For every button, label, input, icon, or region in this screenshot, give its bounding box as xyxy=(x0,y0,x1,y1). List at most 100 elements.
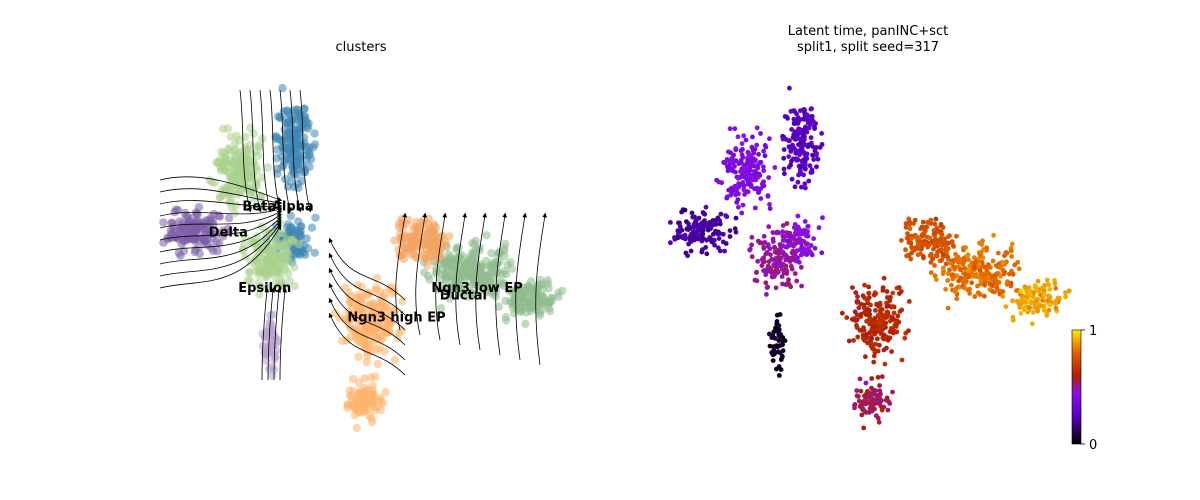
latent-time-point xyxy=(984,245,990,251)
latent-time-point xyxy=(791,225,797,230)
latent-time-panel: Latent time, panINC+sct split1, split se… xyxy=(668,24,1097,453)
latent-time-point xyxy=(869,327,874,333)
latent-time-point xyxy=(1030,294,1036,300)
latent-time-point xyxy=(736,204,741,210)
latent-time-point xyxy=(790,135,796,140)
cell-point xyxy=(354,378,364,388)
latent-time-point xyxy=(762,240,768,245)
latent-time-point xyxy=(873,413,879,419)
latent-time-point xyxy=(816,225,822,231)
latent-time-point xyxy=(1022,284,1028,290)
latent-time-point xyxy=(811,236,816,242)
cell-point xyxy=(526,277,536,286)
cell-point xyxy=(467,288,476,297)
latent-time-point xyxy=(765,242,771,248)
cell-point xyxy=(216,163,226,173)
streamline xyxy=(249,89,262,213)
latent-time-point xyxy=(786,138,792,144)
streamline xyxy=(159,219,282,265)
latent-time-point xyxy=(707,236,713,242)
latent-time-point xyxy=(858,301,864,307)
cell-point xyxy=(471,273,481,282)
latent-time-point xyxy=(882,361,888,367)
cell-point xyxy=(260,255,269,264)
latent-time-point xyxy=(915,242,921,248)
latent-time-point xyxy=(800,116,806,122)
latent-time-point xyxy=(919,232,925,238)
latent-time-point xyxy=(763,280,769,286)
latent-time-point xyxy=(760,259,766,265)
cell-point xyxy=(245,276,255,285)
latent-time-point xyxy=(903,330,909,336)
latent-time-point xyxy=(780,348,786,354)
cell-point xyxy=(544,284,553,293)
latent-time-point xyxy=(899,357,905,363)
cell-point xyxy=(271,346,281,355)
latent-time-point xyxy=(938,222,944,227)
latent-time-point xyxy=(905,231,910,237)
latent-time-point xyxy=(885,407,891,413)
latent-time-point xyxy=(909,244,914,250)
streamline xyxy=(328,237,406,301)
latent-time-point xyxy=(972,294,978,299)
latent-time-point xyxy=(798,108,803,113)
latent-time-point xyxy=(920,219,926,225)
latent-time-point xyxy=(944,253,949,259)
latent-time-point xyxy=(776,255,782,261)
cell-point xyxy=(494,302,504,311)
latent-time-point xyxy=(1046,307,1052,313)
latent-time-point xyxy=(806,178,812,184)
colorbar-min-label: 0 xyxy=(1089,438,1097,453)
latent-time-point xyxy=(1023,300,1029,305)
cell-point xyxy=(429,220,439,229)
latent-time-point xyxy=(858,388,864,394)
streamline xyxy=(239,89,252,213)
cell-point xyxy=(484,274,493,283)
latent-time-point xyxy=(938,242,943,248)
latent-time-point xyxy=(889,329,895,335)
latent-time-point xyxy=(932,263,937,268)
latent-time-point xyxy=(1000,294,1006,299)
cell-point xyxy=(246,123,255,132)
latent-time-point xyxy=(803,185,808,191)
cell-point xyxy=(271,231,280,241)
cell-point xyxy=(463,263,472,272)
latent-time-point xyxy=(691,225,697,231)
latent-time-point xyxy=(800,251,805,257)
cell-point xyxy=(311,213,320,222)
latent-time-point xyxy=(912,217,918,223)
streamline xyxy=(328,267,406,331)
latent-time-point xyxy=(870,346,875,351)
latent-time-point xyxy=(1030,321,1035,327)
latent-time-point xyxy=(967,291,973,296)
latent-time-point xyxy=(750,177,755,183)
latent-time-point xyxy=(980,238,985,244)
latent-time-point xyxy=(717,221,723,227)
cell-point xyxy=(300,104,309,113)
latent-time-point xyxy=(940,271,946,277)
cluster-label: Epsilon xyxy=(238,281,291,296)
cell-point xyxy=(473,292,482,301)
cell-point xyxy=(253,232,262,241)
cell-point xyxy=(495,248,505,258)
latent-time-point xyxy=(743,137,749,143)
cell-point xyxy=(430,230,439,239)
latent-time-point xyxy=(1040,298,1045,303)
latent-time-point xyxy=(772,165,778,170)
colorbar: 1 0 xyxy=(1071,324,1097,453)
latent-time-point xyxy=(888,295,893,300)
cell-point xyxy=(185,228,194,237)
cell-point xyxy=(309,143,318,152)
cell-point xyxy=(275,252,285,261)
latent-time-point xyxy=(906,240,912,245)
latent-time-point xyxy=(715,231,721,237)
latent-time-point xyxy=(721,160,726,165)
latent-time-point xyxy=(972,260,978,265)
latent-time-point xyxy=(852,309,858,315)
latent-time-point xyxy=(776,373,782,378)
latent-time-point xyxy=(809,169,815,175)
latent-time-point xyxy=(895,313,901,319)
cell-point xyxy=(372,334,382,344)
cell-point xyxy=(521,319,530,328)
